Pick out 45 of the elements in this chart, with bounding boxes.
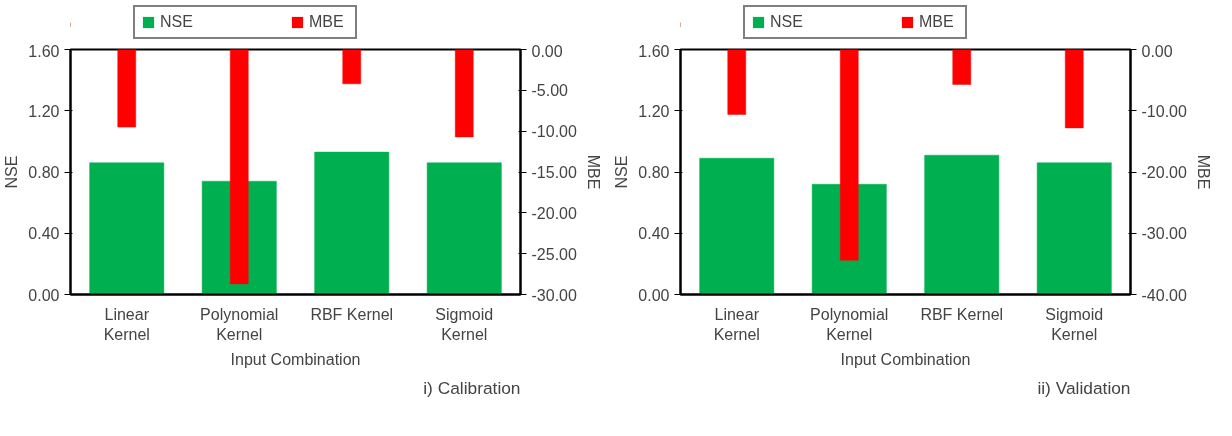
y-axis-title: NSE <box>3 155 21 189</box>
x-tick-label: Polynomial Kernel <box>810 305 889 343</box>
x-tick-label: Linear Kernel <box>103 305 150 343</box>
legend-label: NSE <box>769 13 804 31</box>
legend-label: MBE <box>918 13 955 31</box>
y2-axis-title: MBE <box>584 154 602 190</box>
x-tick-label: RBF Kernel <box>310 305 394 323</box>
legend-label: NSE <box>159 13 194 31</box>
y2-tick-label: -40.00 <box>1141 286 1187 304</box>
legend-label: MBE <box>308 13 345 31</box>
y2-tick-label: -15.00 <box>531 164 577 181</box>
x-tick-label: Polynomial Kernel <box>200 305 279 343</box>
y2-tick-label: -25.00 <box>531 245 577 263</box>
text: i) Calibration <box>423 377 521 398</box>
y2-tick-label: -20.00 <box>531 204 577 222</box>
y2-tick-label: -10.00 <box>531 123 577 141</box>
x-tick-label: RBF Kernel <box>920 305 1004 323</box>
y-tick-label: 0.40 <box>28 225 60 243</box>
x-tick-label: Linear Kernel <box>713 305 760 343</box>
x-axis-title: Input Combination <box>230 350 361 368</box>
bar <box>426 162 502 295</box>
y2-tick-label: -30.00 <box>1141 225 1187 243</box>
y-axis-title: NSE <box>613 155 631 189</box>
y-tick-label: 1.20 <box>28 102 60 120</box>
bar <box>89 162 165 295</box>
y-tick-label: 1.60 <box>638 42 670 60</box>
x-tick-label: Sigmoid Kernel <box>435 305 494 343</box>
y2-tick-label: -20.00 <box>1141 164 1187 181</box>
y-tick-label: 0.00 <box>638 286 670 304</box>
y2-axis-title: MBE <box>1194 154 1212 190</box>
y2-tick-label: -30.00 <box>531 286 577 304</box>
y-tick-label: 0.80 <box>638 164 670 181</box>
y2-tick-label: 0.00 <box>1141 42 1173 60</box>
y2-tick-label: -5.00 <box>531 82 569 100</box>
x-axis-title: Input Combination <box>840 350 971 368</box>
y-tick-label: 0.80 <box>28 164 60 181</box>
text: ii) Validation <box>1037 377 1131 398</box>
y-tick-label: 1.60 <box>28 42 60 60</box>
y-tick-label: 0.00 <box>28 286 60 304</box>
y2-tick-label: -10.00 <box>1141 102 1187 120</box>
x-tick-label: Sigmoid Kernel <box>1045 305 1104 343</box>
y-tick-label: 1.20 <box>638 102 670 120</box>
bar <box>314 151 390 295</box>
y-tick-label: 0.40 <box>638 225 670 243</box>
y2-tick-label: 0.00 <box>531 42 563 60</box>
